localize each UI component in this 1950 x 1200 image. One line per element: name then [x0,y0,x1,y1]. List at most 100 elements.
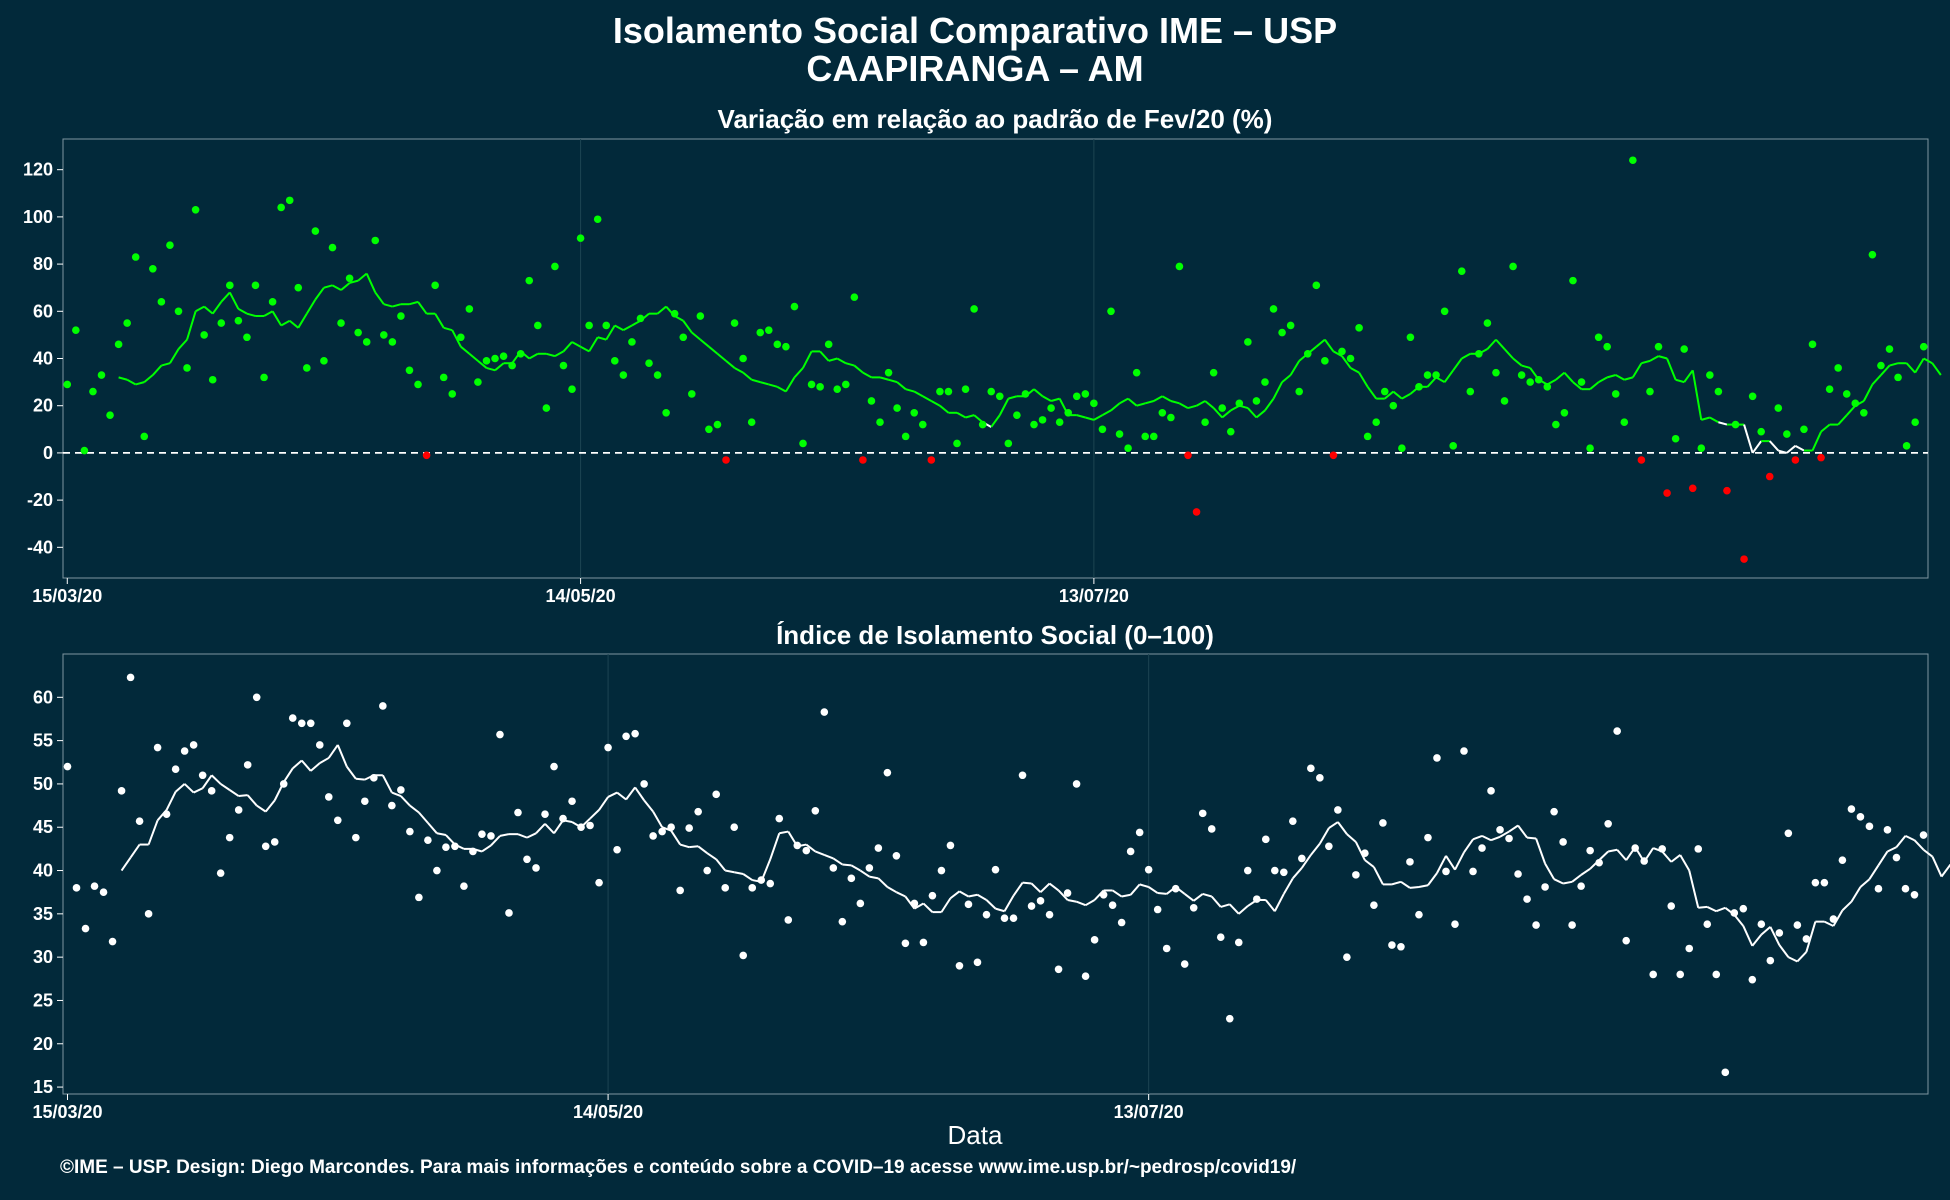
panel1-data-point [995,392,1004,401]
panel1-data-point [585,321,593,330]
panel1-data-point [371,236,380,245]
panel1-data-point [645,359,653,368]
panel1-moving-average-segment [1076,414,1086,419]
panel2-data-point [99,888,108,896]
panel1-moving-average-segment [682,320,693,334]
panel2-moving-average-segment [1913,839,1925,851]
panel2-data-point [1712,970,1721,979]
panel2-moving-average-segment [859,869,870,878]
panel2-moving-average-segment [1427,872,1438,886]
panel2-moving-average-segment [1499,830,1510,838]
panel1-y-tick-label: 20 [33,396,53,416]
panel2-data-point [1892,853,1901,862]
panel2-moving-average-segment [165,791,177,811]
panel1-data-point [1800,425,1808,434]
panel1-data-point [1346,354,1355,363]
panel1-moving-average-segment [271,310,283,326]
panel1-moving-average-segment [1366,386,1378,400]
panel1-data-point [1329,451,1338,460]
panel2-data-point [306,719,315,728]
panel2-moving-average-segment [1229,903,1240,915]
panel2-y-tick-label: 45 [33,817,53,837]
panel1-data-point [722,456,730,464]
panel1-moving-average-segment [930,400,941,407]
panel2-data-point [586,821,594,830]
panel1-data-point [1440,307,1449,316]
panel1-moving-average-segment [562,341,573,353]
panel2-data-point [1532,921,1540,929]
panel1-moving-average-segment [922,395,932,402]
panel1-moving-average-segment [1606,374,1617,379]
panel2-data-point [739,951,748,960]
panel1-data-point [1244,338,1252,346]
panel2-moving-average-segment [1012,882,1024,897]
panel2-data-point [550,762,558,771]
panel2-moving-average-segment [418,811,429,824]
panel1-data-point [1654,342,1663,351]
panel1-data-point [516,349,525,358]
panel2-moving-average-segment [1318,827,1330,845]
panel2-data-point [748,884,757,892]
panel2-data-point [1090,936,1099,944]
panel1-data-point [1894,373,1902,382]
panel1-moving-average-segment [751,378,761,384]
panel2-moving-average-segment [264,799,276,813]
panel1-data-point [542,404,551,412]
panel2-y-tick-label: 25 [33,990,53,1010]
panel1-moving-average-segment [699,338,710,348]
panel1-moving-average-segment [280,319,291,327]
panel1-data-point [243,333,251,342]
panel2-moving-average-segment [715,858,726,872]
panel1-moving-average-segment [1624,376,1634,381]
panel1-data-point [1475,349,1483,358]
panel2-data-point [1126,847,1135,856]
panel1-moving-average-segment [1221,409,1232,419]
panel2-data-point [261,842,270,851]
panel1-moving-average-segment [614,324,624,332]
panel2-moving-average-segment [310,762,321,772]
panel2-data-point [1847,805,1856,813]
panel2-moving-average-segment [1003,895,1015,912]
panel1-data-point [1517,371,1526,379]
panel2-data-point [198,771,207,780]
panel1-data-point [1021,390,1030,398]
panel2-data-point [964,900,973,909]
panel1-data-point [978,420,987,429]
panel1-data-point [414,380,422,389]
panel1-moving-average-segment [956,411,967,419]
panel1-data-point [568,385,576,393]
panel2-data-point [1261,835,1270,844]
panel2-data-point [1577,882,1585,890]
panel1-data-point [602,321,611,330]
panel2-moving-average-segment [301,759,312,772]
panel1-data-point [1817,453,1825,462]
panel1-data-point [1072,392,1081,401]
panel1-data-point [72,326,80,334]
panel1-data-point [961,385,970,393]
panel2-data-point [126,673,135,682]
panel1-data-point [628,338,636,346]
panel1-data-point [1731,420,1740,429]
panel2-data-point [766,879,775,888]
panel2-data-point [1252,895,1261,903]
panel1-moving-average-segment [1178,402,1189,409]
panel2-data-point [243,761,252,769]
panel2-moving-average-segment [1535,838,1547,864]
panel2-data-point [1397,942,1405,951]
panel1-data-point [294,283,303,292]
panel1-data-point [97,371,106,379]
panel2-moving-average-segment [1868,864,1880,880]
panel2-data-point [1099,890,1108,899]
panel1-moving-average-segment [195,305,205,313]
panel2-moving-average-segment [886,886,897,894]
panel1-data-point [1492,368,1500,377]
panel1-data-point [1047,404,1055,412]
panel1-data-point [1363,432,1372,441]
panel2-moving-average-segment [1057,889,1069,901]
panel1-moving-average-segment [1658,355,1668,360]
panel2-data-point [1018,771,1027,780]
panel1-moving-average-segment [588,336,599,352]
panel2-data-point [1361,849,1369,858]
panel2-data-point [1171,884,1180,893]
panel1-moving-average-segment [305,298,317,315]
